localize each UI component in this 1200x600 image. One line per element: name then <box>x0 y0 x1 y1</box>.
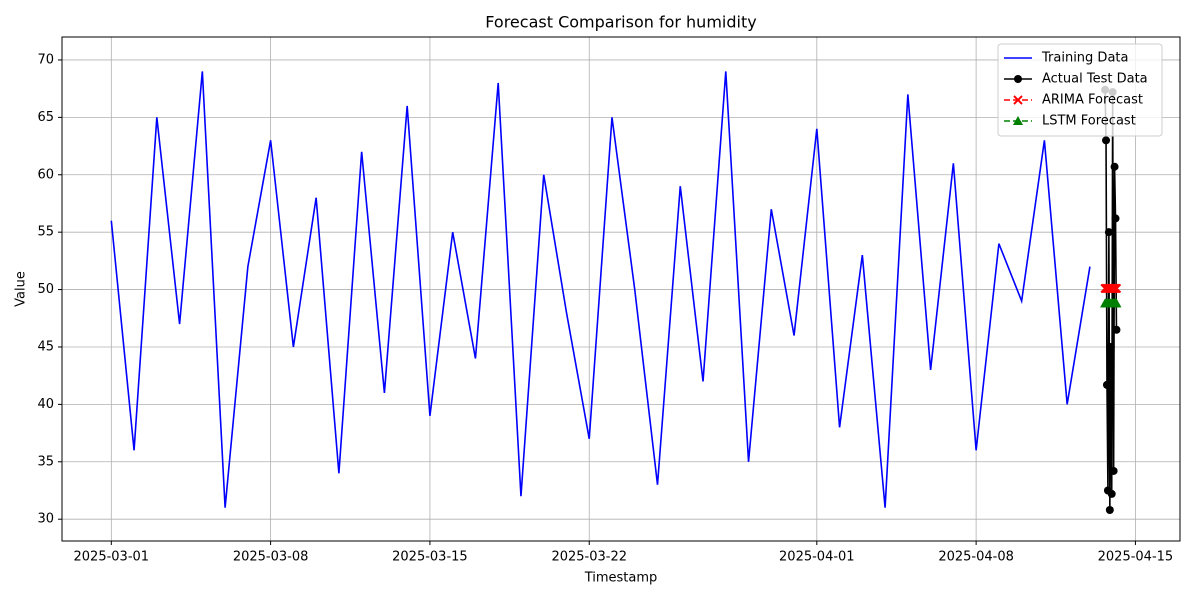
y-tick-label: 35 <box>37 454 54 469</box>
x-tick-label: 2025-04-15 <box>1098 550 1174 565</box>
legend-label: LSTM Forecast <box>1042 114 1136 129</box>
legend-label: Actual Test Data <box>1042 72 1148 87</box>
marker <box>1110 162 1119 171</box>
x-axis-label: Timestamp <box>584 571 658 586</box>
marker <box>1111 214 1120 223</box>
y-tick-label: 60 <box>37 167 54 182</box>
chart-title: Forecast Comparison for humidity <box>485 13 756 32</box>
x-tick-label: 2025-03-15 <box>392 550 468 565</box>
marker <box>1102 136 1111 145</box>
y-tick-label: 40 <box>37 397 54 412</box>
y-tick-label: 55 <box>37 225 54 240</box>
marker <box>1109 466 1118 475</box>
y-tick-label: 45 <box>37 339 54 354</box>
y-tick-label: 50 <box>37 282 54 297</box>
legend-label: ARIMA Forecast <box>1042 93 1143 108</box>
axes: 30 35 40 45 50 55 60 65 70 2025-03-01 2025-03-08 20… <box>37 52 1173 564</box>
marker <box>1013 95 1023 105</box>
x-tick-label: 2025-03-08 <box>233 550 309 565</box>
y-axis-label: Value <box>14 271 29 307</box>
marker <box>1014 75 1022 83</box>
legend: Training Data Actual Test Data ARIMA Forec… <box>997 43 1163 137</box>
grid <box>62 37 1180 541</box>
legend-label: Training Data <box>1041 51 1128 66</box>
marker <box>1104 228 1113 237</box>
marker <box>1107 489 1116 498</box>
marker <box>1105 506 1114 515</box>
plot-area <box>110 71 1122 515</box>
marker <box>1106 342 1115 351</box>
series-line <box>110 71 1091 508</box>
marker <box>1013 116 1023 125</box>
y-tick-label: 70 <box>37 52 54 67</box>
x-tick-label: 2025-04-01 <box>779 550 855 565</box>
y-tick-label: 30 <box>37 512 54 527</box>
marker <box>1111 283 1122 294</box>
axes-frame <box>61 36 1181 542</box>
marker <box>1102 380 1111 389</box>
x-tick-label: 2025-03-01 <box>74 550 150 565</box>
x-tick-label: 2025-03-22 <box>551 550 627 565</box>
y-tick-label: 65 <box>37 110 54 125</box>
x-tick-label: 2025-04-08 <box>938 550 1014 565</box>
marker <box>1111 298 1122 308</box>
marker <box>1112 325 1121 334</box>
legend-box <box>997 43 1163 137</box>
